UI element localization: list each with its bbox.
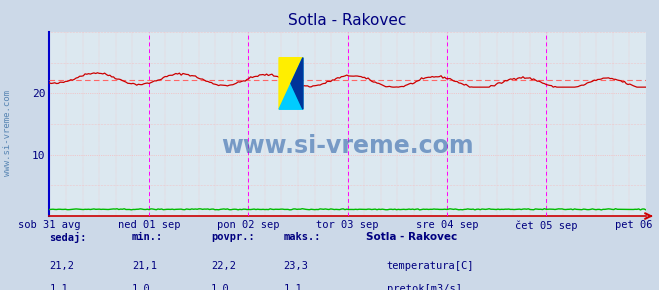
Text: 21,2: 21,2 bbox=[49, 261, 74, 271]
Text: 1,1: 1,1 bbox=[49, 284, 68, 290]
Text: 1,0: 1,0 bbox=[132, 284, 150, 290]
Text: 23,3: 23,3 bbox=[283, 261, 308, 271]
Text: 1,1: 1,1 bbox=[283, 284, 302, 290]
Text: 22,2: 22,2 bbox=[211, 261, 236, 271]
Text: www.si-vreme.com: www.si-vreme.com bbox=[3, 90, 13, 176]
Text: www.si-vreme.com: www.si-vreme.com bbox=[221, 134, 474, 158]
Text: temperatura[C]: temperatura[C] bbox=[387, 261, 474, 271]
Text: sedaj:: sedaj: bbox=[49, 232, 87, 243]
Text: 21,1: 21,1 bbox=[132, 261, 157, 271]
Text: Sotla - Rakovec: Sotla - Rakovec bbox=[366, 232, 457, 242]
Polygon shape bbox=[279, 58, 303, 109]
Text: min.:: min.: bbox=[132, 232, 163, 242]
Polygon shape bbox=[291, 58, 303, 109]
Text: pretok[m3/s]: pretok[m3/s] bbox=[387, 284, 462, 290]
Text: povpr.:: povpr.: bbox=[211, 232, 254, 242]
Title: Sotla - Rakovec: Sotla - Rakovec bbox=[289, 13, 407, 28]
Polygon shape bbox=[279, 58, 303, 109]
Text: maks.:: maks.: bbox=[283, 232, 321, 242]
Text: 1,0: 1,0 bbox=[211, 284, 229, 290]
